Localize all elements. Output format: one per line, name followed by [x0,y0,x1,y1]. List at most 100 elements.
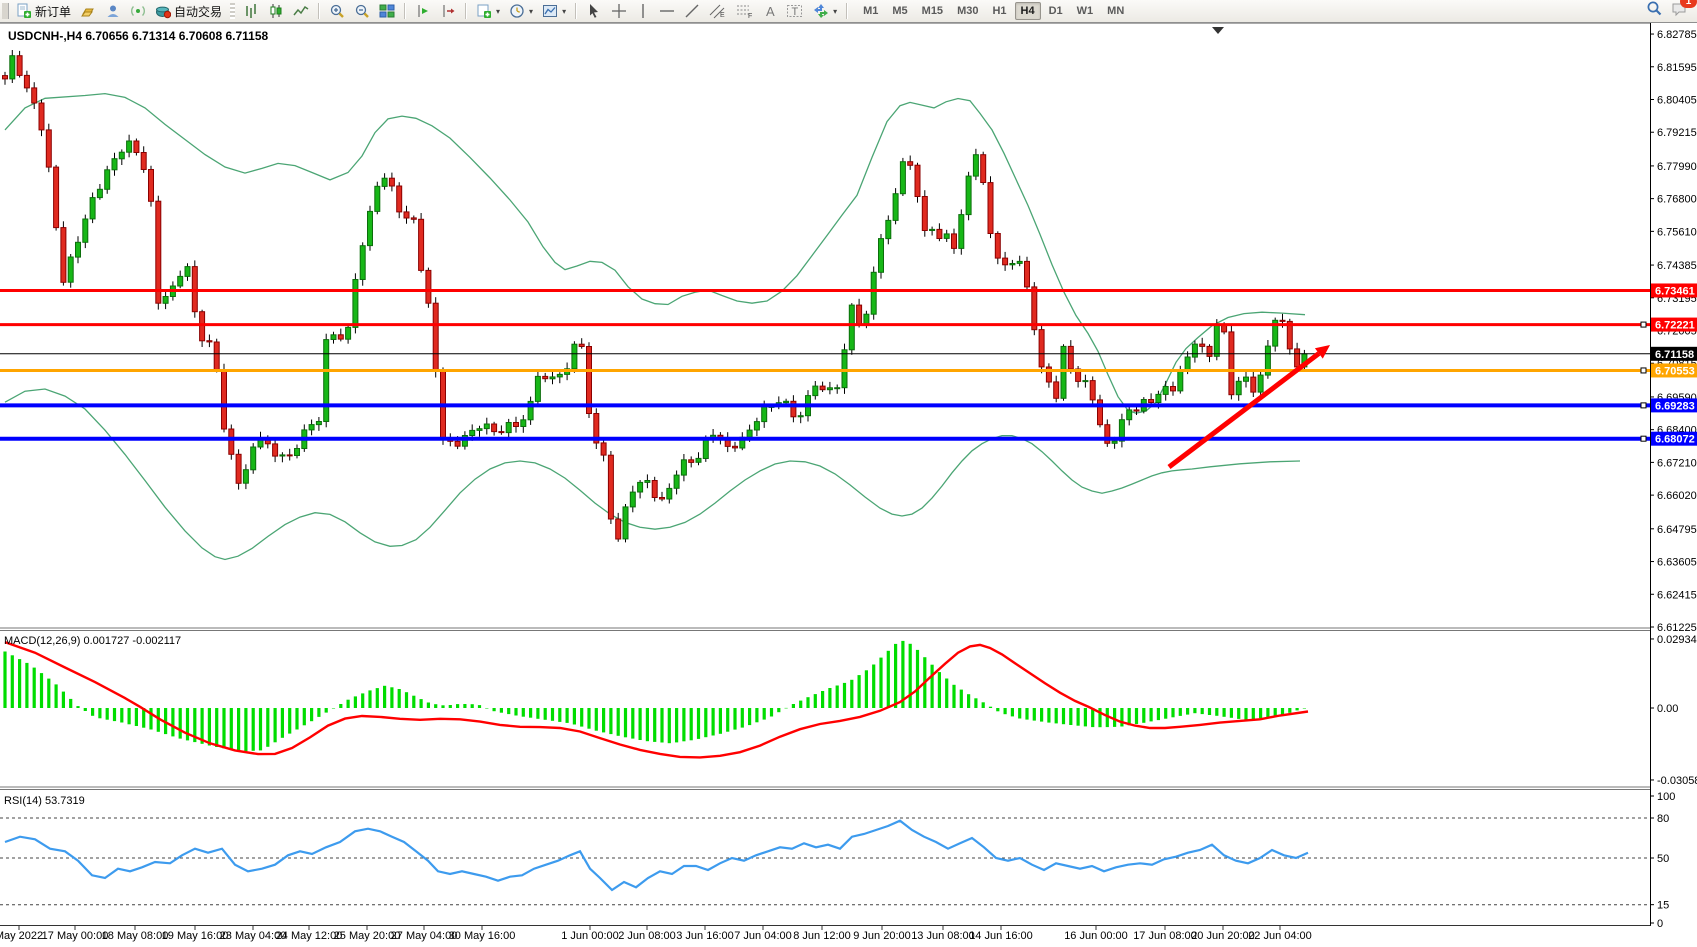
price-box-label: 6.73461 [1655,285,1695,297]
vertical-line-icon [636,3,650,19]
timeframe-group: M1 M5 M15 M30 H1 H4 D1 W1 MN [857,2,1130,20]
line-handle[interactable] [1640,402,1647,409]
toolbar-clipped-icon [2,3,9,19]
autotrade-label: 自动交易 [174,4,223,19]
price-box-6.72221 [1651,317,1697,332]
price-tick-label: 6.82785 [1657,29,1697,41]
zoom-in-button[interactable] [325,1,349,22]
line-chart-icon [293,3,309,19]
time-tick-label: 24 May 12:00 [276,930,343,942]
notifications-button[interactable]: 1 [1671,0,1697,22]
cursor-button[interactable] [582,1,606,22]
timeframe-d1-button[interactable]: D1 [1048,5,1063,17]
auto-scroll-button[interactable] [411,1,435,22]
timeframe-h4-button[interactable]: H4 [1014,2,1041,20]
signal-button[interactable] [126,1,150,22]
svg-text:F: F [748,13,752,19]
timeframe-m1-button[interactable]: M1 [863,5,879,17]
shift-marker-icon[interactable] [1212,27,1224,34]
time-tick-label: 16 Jun 00:00 [1064,930,1128,942]
time-tick-label: 18 May 08:00 [102,930,169,942]
price-box-6.69283 [1651,398,1697,413]
toolbar-grip [230,3,236,19]
arrows-icon [813,3,829,19]
clock-icon [509,3,525,19]
timeframe-mn-button[interactable]: MN [1107,5,1125,17]
candlestick-button[interactable] [264,1,288,22]
rsi-tick-label: 15 [1657,900,1669,912]
price-box-label: 6.68072 [1655,434,1695,446]
bollinger-lower-band [4,388,1301,561]
trendline-button[interactable] [680,1,704,22]
zoom-in-icon [329,3,345,19]
period-button[interactable]: ▾ [505,1,537,22]
time-tick-label: 27 May 04:00 [391,930,458,942]
time-tick-label: 13 Jun 08:00 [911,930,975,942]
time-tick-label: 17 Jun 08:00 [1133,930,1197,942]
toolbar-separator [465,3,468,19]
timeframe-m30-button[interactable]: M30 [957,5,979,17]
time-tick-label: 7 Jun 04:00 [734,930,792,942]
chevron-down-icon: ▾ [833,6,838,16]
arrows-button[interactable]: ▾ [809,1,841,22]
zoom-out-icon [354,3,370,19]
tile-windows-button[interactable] [375,1,399,22]
profile-button[interactable] [101,1,125,22]
text-label-button[interactable]: T [782,1,808,22]
vertical-line-button[interactable] [632,1,654,22]
time-tick-label: 25 May 20:00 [334,930,401,942]
tile-windows-icon [379,3,395,19]
price-axis[interactable]: 6.82785 6.81595 6.80405 6.79215 6.77990 6.768… [1650,23,1697,930]
toolbar-separator [404,3,407,19]
notification-badge: 1 [1680,0,1697,8]
new-chart-button[interactable]: ▾ [472,1,504,22]
text-button[interactable]: A [759,1,781,22]
candles-layer [2,50,1308,543]
toolbar-separator [575,3,578,19]
channel-button[interactable]: E [705,1,731,22]
chevron-down-icon: ▾ [529,6,534,16]
cursor-icon [586,3,602,19]
chart-shift-button[interactable] [436,1,460,22]
timeframe-h1-button[interactable]: H1 [992,5,1007,17]
zoom-out-button[interactable] [350,1,374,22]
time-tick-label: 9 Jun 20:00 [853,930,911,942]
time-tick-label: 22 Jun 04:00 [1248,930,1312,942]
fibonacci-button[interactable]: F [732,1,758,22]
time-tick-label: 20 Jun 20:00 [1191,930,1255,942]
line-handle[interactable] [1640,321,1647,328]
time-tick-label: 30 May 16:00 [449,930,516,942]
svg-text:A: A [766,4,775,19]
trend-arrow[interactable] [1167,345,1330,469]
chevron-down-icon: ▾ [496,6,501,16]
equidistant-channel-icon: E [709,3,727,19]
timeframe-w1-button[interactable]: W1 [1076,5,1094,17]
template-button[interactable]: ▾ [538,1,570,22]
line-handle[interactable] [1640,367,1647,374]
crosshair-button[interactable] [607,1,631,22]
rsi-panel [0,817,1650,906]
gold-button[interactable] [76,1,100,22]
price-tick-label: 6.62415 [1657,589,1697,601]
toolbar-separator [846,3,849,19]
time-tick-label: 8 Jun 12:00 [793,930,851,942]
autotrade-button[interactable]: 自动交易 [151,1,226,22]
time-tick-label: May 2022 [0,930,43,942]
horizontal-line-button[interactable] [655,1,679,22]
price-tick-label: 6.79215 [1657,127,1697,139]
search-button[interactable] [1646,0,1663,22]
line-handle[interactable] [1640,435,1647,442]
timeframe-m15-button[interactable]: M15 [921,5,944,17]
toolbar: 新订单 自动交易 ▾ ▾ ▾ E F A T [0,0,1697,23]
time-tick-label: 17 May 00:00 [42,930,109,942]
line-chart-button[interactable] [289,1,313,22]
chart-canvas[interactable]: 6.82785 6.81595 6.80405 6.79215 6.77990 6.768… [0,23,1697,942]
new-order-button[interactable]: 新订单 [12,1,75,22]
macd-tick-label: -0.030587 [1657,775,1697,787]
timeframe-m5-button[interactable]: M5 [892,5,908,17]
macd-label: MACD(12,26,9) 0.001727 -0.002117 [4,635,181,647]
auto-scroll-icon [415,3,431,19]
bar-chart-button[interactable] [239,1,263,22]
